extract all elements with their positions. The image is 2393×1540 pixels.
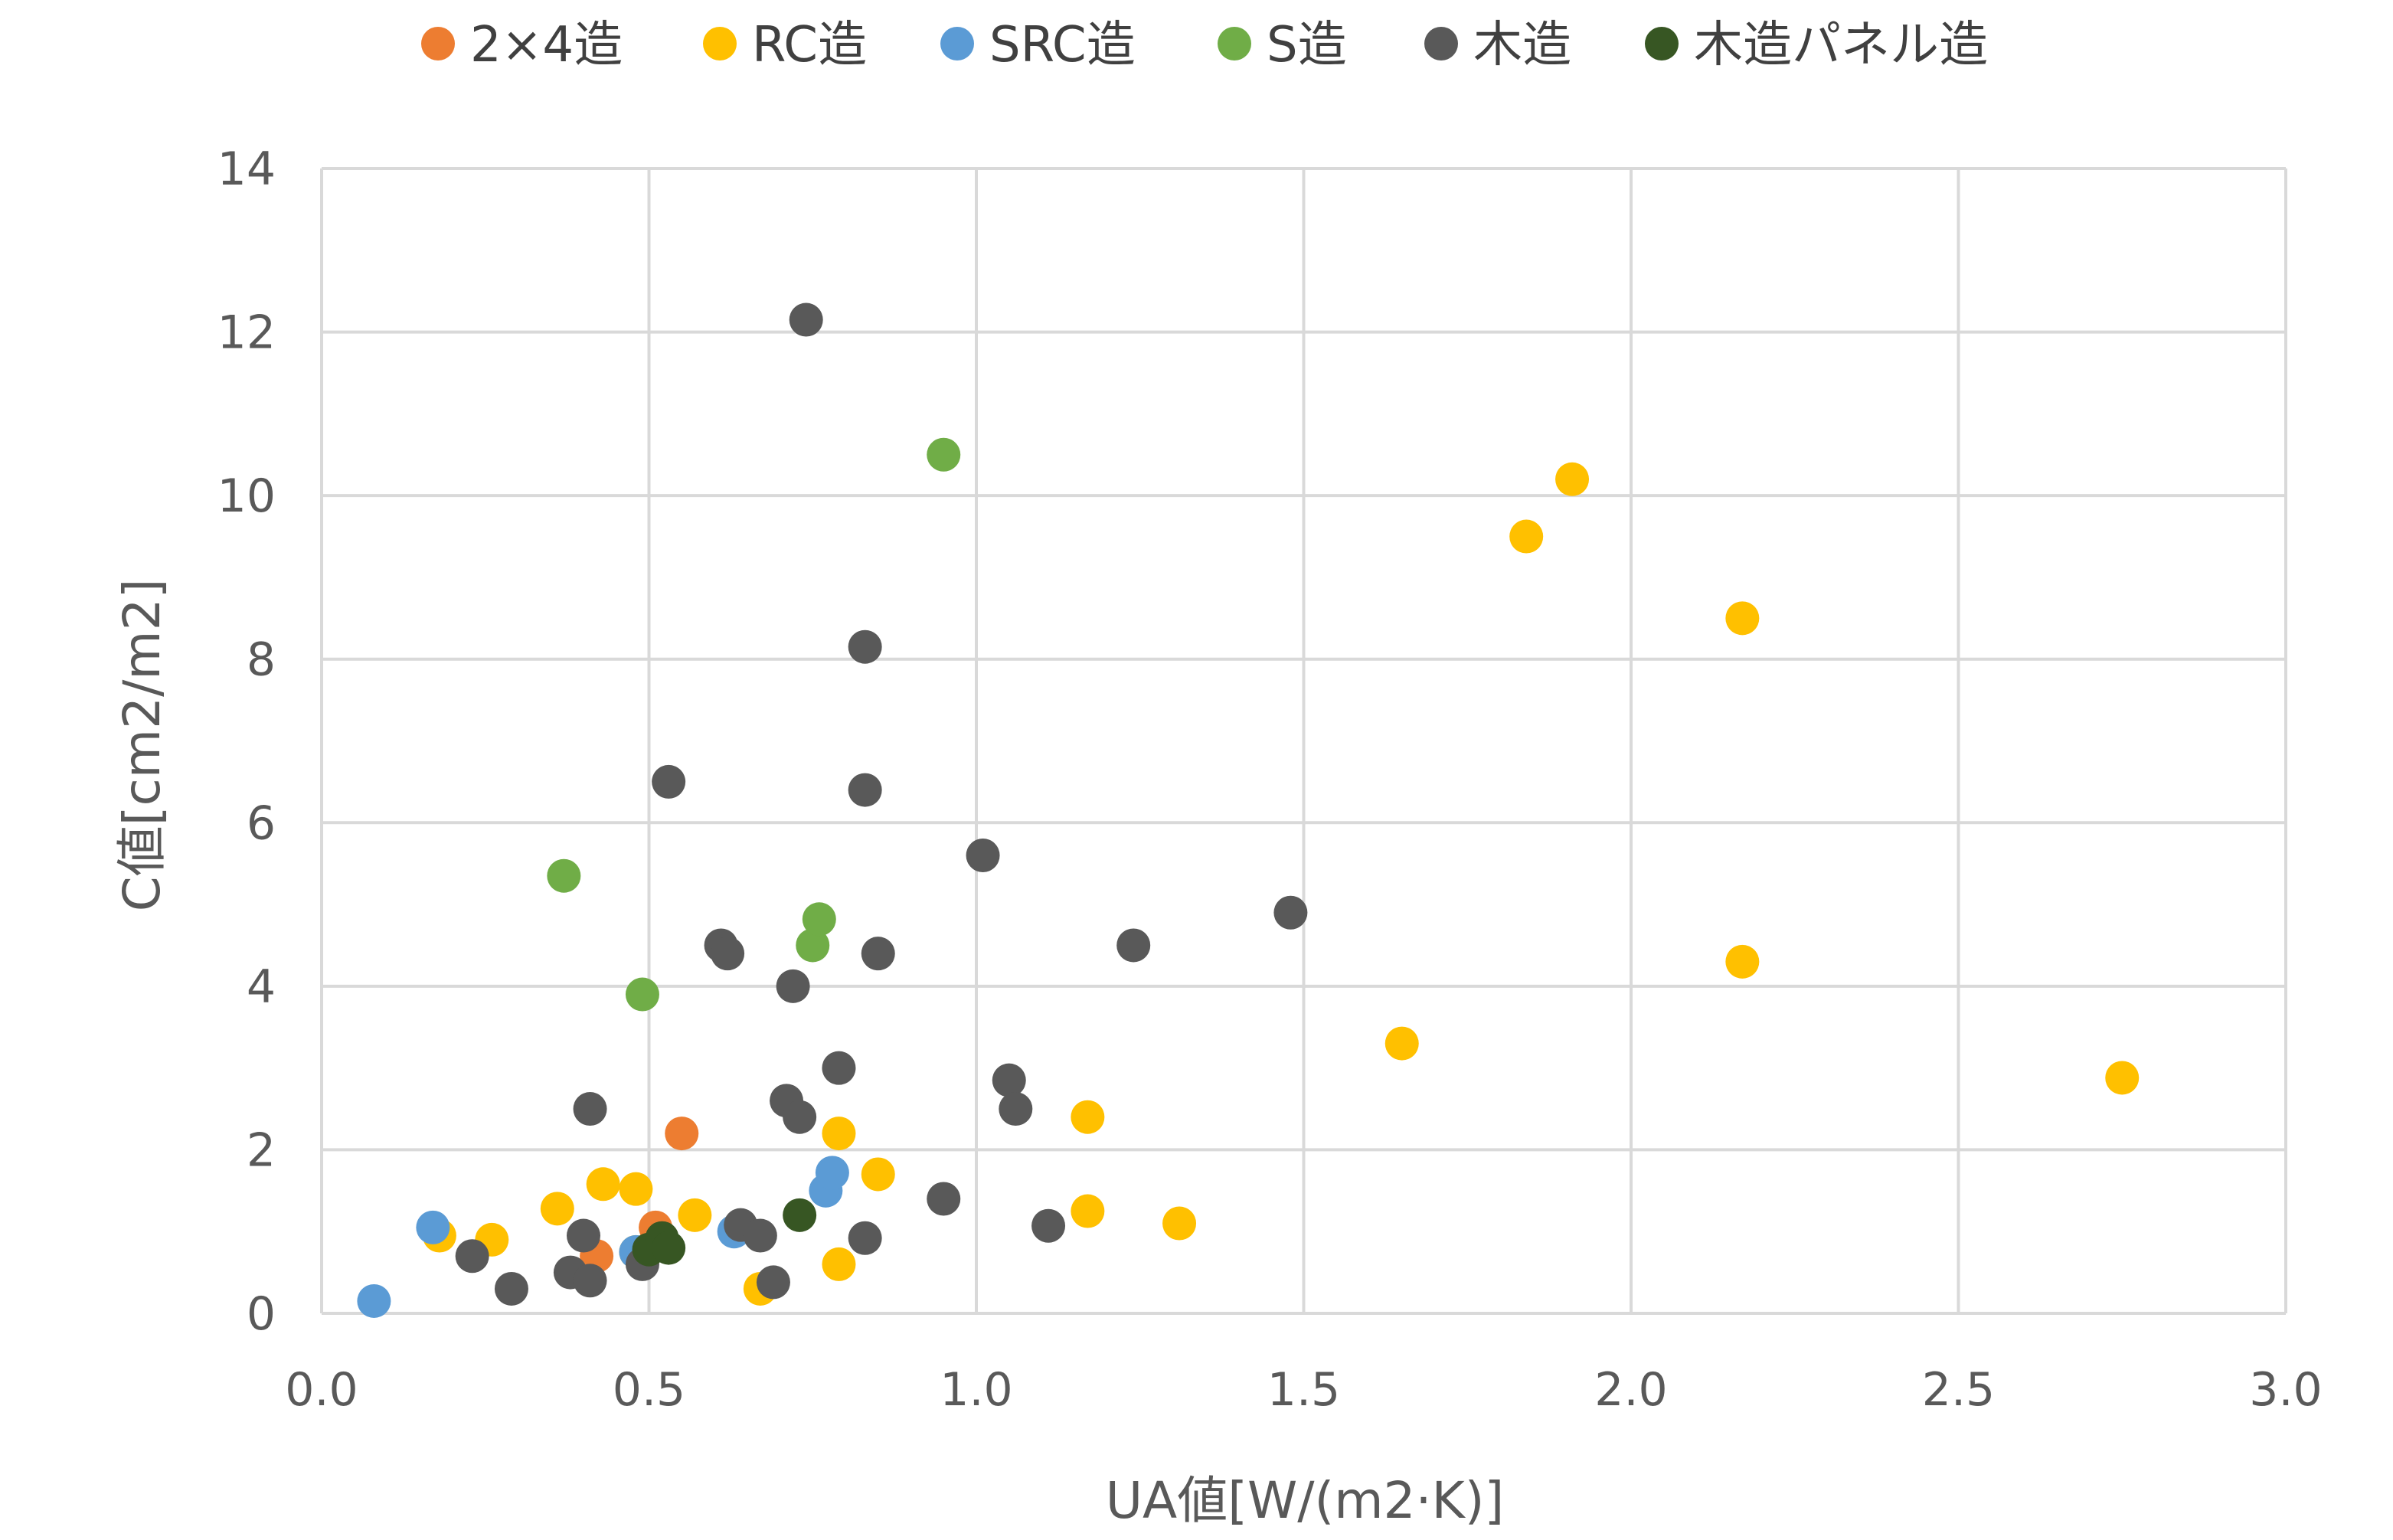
legend-item: RC造 <box>703 17 867 74</box>
gridlines <box>320 167 2287 1315</box>
data-point <box>416 1210 450 1244</box>
data-point <box>756 1265 790 1300</box>
legend-label: 2×4造 <box>470 17 623 74</box>
data-point <box>455 1239 489 1274</box>
legend-item: 2×4造 <box>421 17 623 74</box>
y-tick-label: 2 <box>247 1123 276 1177</box>
data-point <box>711 937 745 971</box>
data-point <box>1384 1026 1419 1061</box>
data-point <box>848 1221 882 1255</box>
data-point <box>573 1092 607 1126</box>
legend-label: 木造パネル造 <box>1694 17 1988 74</box>
x-tick-label: 0.0 <box>285 1363 358 1417</box>
data-point <box>1031 1208 1066 1243</box>
chart-legend: 2×4造 RC造 SRC造 S造 木造 木造パネル造 <box>421 17 1988 74</box>
data-point <box>1071 1194 1105 1228</box>
legend-label: SRC造 <box>989 17 1136 74</box>
data-point <box>776 969 810 1003</box>
data-point <box>1116 928 1151 963</box>
y-tick-label: 14 <box>217 142 276 196</box>
data-point <box>357 1283 391 1318</box>
data-points <box>357 302 2140 1318</box>
data-point <box>547 858 581 893</box>
data-point <box>573 1264 607 1298</box>
y-tick-label: 0 <box>247 1287 276 1341</box>
data-point <box>861 937 895 971</box>
data-point <box>822 1051 856 1085</box>
data-point <box>848 629 882 664</box>
data-point <box>1273 895 1308 930</box>
x-tick-label: 2.0 <box>1594 1363 1667 1417</box>
x-tick-label: 1.5 <box>1267 1363 1340 1417</box>
legend-marker <box>1645 27 1679 60</box>
data-point <box>652 764 686 799</box>
data-point <box>743 1218 777 1253</box>
y-tick-label: 4 <box>247 960 276 1014</box>
y-axis-title: C値[cm2/m2] <box>113 579 172 912</box>
data-point <box>796 928 830 963</box>
data-point <box>625 977 659 1012</box>
x-axis-title: UA値[W/(m2·K)] <box>1106 1471 1505 1530</box>
data-point <box>822 1247 856 1281</box>
data-point <box>815 1156 849 1190</box>
data-point <box>783 1100 817 1134</box>
data-point <box>1071 1100 1105 1134</box>
y-tick-label: 10 <box>217 469 276 523</box>
legend-label: RC造 <box>752 17 867 74</box>
data-point <box>966 839 1000 872</box>
legend-marker <box>1424 27 1458 60</box>
data-point <box>927 437 961 472</box>
legend-item: 木造 <box>1424 17 1571 74</box>
data-point <box>567 1218 600 1253</box>
x-tick-label: 2.5 <box>1922 1363 1995 1417</box>
y-tick-label: 6 <box>247 796 276 850</box>
data-point <box>678 1198 712 1232</box>
x-tick-label: 1.0 <box>940 1363 1012 1417</box>
x-tick-label: 0.5 <box>613 1363 685 1417</box>
data-point <box>999 1092 1033 1126</box>
data-point <box>783 1198 817 1232</box>
data-point <box>586 1167 620 1202</box>
legend-marker <box>1218 27 1251 60</box>
data-point <box>665 1117 699 1151</box>
y-tick-label: 8 <box>247 633 276 687</box>
y-tick-label: 12 <box>217 306 276 360</box>
legend-label: 木造 <box>1473 17 1571 74</box>
data-point <box>1725 601 1760 636</box>
data-point <box>2105 1061 2140 1095</box>
data-point <box>1725 944 1760 979</box>
data-point <box>861 1157 895 1192</box>
legend-marker <box>703 27 737 60</box>
data-point <box>848 773 882 807</box>
legend-label: S造 <box>1267 17 1347 74</box>
x-tick-label: 3.0 <box>2249 1363 2322 1417</box>
legend-marker <box>421 27 455 60</box>
legend-marker <box>940 27 974 60</box>
data-point <box>992 1063 1026 1097</box>
data-point <box>1509 519 1544 554</box>
data-point <box>822 1117 856 1151</box>
data-point <box>927 1182 961 1216</box>
legend-item: S造 <box>1218 17 1347 74</box>
data-point <box>619 1172 653 1206</box>
legend-item: 木造パネル造 <box>1645 17 1988 74</box>
x-axis-ticks: 0.0 0.5 1.0 1.5 2.0 2.5 3.0 <box>285 1363 2322 1417</box>
data-point <box>494 1271 528 1306</box>
data-point <box>1555 462 1590 496</box>
data-point <box>802 902 836 937</box>
legend-item: SRC造 <box>940 17 1136 74</box>
data-point <box>652 1231 686 1265</box>
data-point <box>540 1192 574 1226</box>
y-axis-ticks: 0 2 4 6 8 10 12 14 <box>217 142 276 1341</box>
data-point <box>789 302 823 337</box>
data-point <box>1162 1206 1197 1241</box>
